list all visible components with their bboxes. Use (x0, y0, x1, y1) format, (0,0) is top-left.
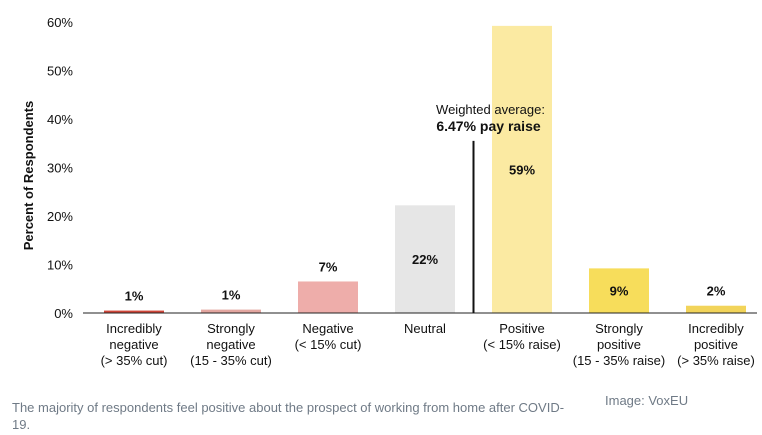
data-label: 59% (509, 162, 535, 177)
data-label: 1% (125, 289, 144, 304)
data-label: 1% (222, 288, 241, 303)
y-tick-label: 0% (54, 306, 73, 321)
data-label: 7% (319, 259, 338, 274)
y-tick-label: 60% (47, 15, 73, 30)
bar (589, 268, 649, 313)
data-label: 9% (610, 284, 629, 299)
figure-caption: The majority of respondents feel positiv… (12, 400, 565, 432)
y-tick-label: 50% (47, 64, 73, 79)
x-tick-label: Incredibly negative (> 35% cut) (101, 321, 168, 368)
annotation-line1: Weighted average: (436, 102, 545, 117)
image-credit: Image: VoxEU (605, 393, 689, 408)
y-tick-label: 40% (47, 112, 73, 127)
y-axis-title: Percent of Respondents (21, 101, 36, 251)
y-tick-label: 30% (47, 161, 73, 176)
bar-chart: Percent of Respondents 0% 10% 20% 30% 40% 50% 6… (21, 15, 757, 368)
x-tick-label: Strongly positive (15 - 35% raise) (573, 321, 665, 368)
bar (492, 25, 552, 313)
x-tick-label: Neutral (404, 321, 446, 336)
data-label: 2% (707, 284, 726, 299)
x-tick-label: Incredibly positive (> 35% raise) (677, 321, 755, 368)
x-tick-label: Negative (< 15% cut) (295, 321, 362, 352)
bar (104, 310, 164, 313)
x-tick-label: Positive (< 15% raise) (483, 321, 561, 352)
y-tick-label: 20% (47, 209, 73, 224)
x-tick-label: Strongly negative (15 - 35% cut) (190, 321, 272, 368)
bar (686, 305, 746, 313)
bar (395, 205, 455, 313)
bar (298, 281, 358, 313)
annotation-line2: 6.47% pay raise (436, 118, 541, 134)
y-tick-label: 10% (47, 258, 73, 273)
data-label: 22% (412, 252, 438, 267)
bar (201, 309, 261, 313)
